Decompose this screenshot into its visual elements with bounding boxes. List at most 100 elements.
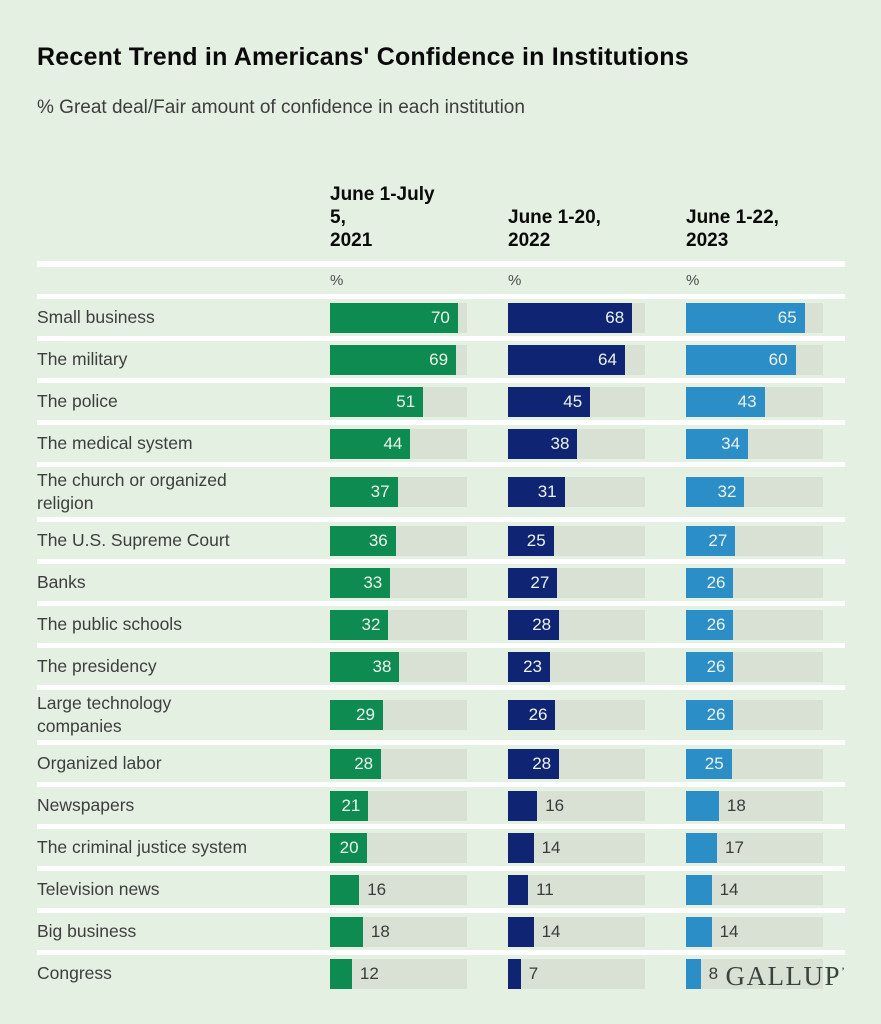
bar-track: 14: [686, 874, 823, 905]
bar-track: 26: [686, 700, 823, 730]
column-header-cell: June 1-20, 2022: [508, 206, 686, 261]
unit-cell: %: [508, 272, 686, 290]
bar-value: 28: [532, 614, 552, 634]
bar-track: 51: [330, 386, 467, 417]
bar-track: 26: [686, 567, 823, 598]
bar-value: 25: [704, 753, 724, 773]
table-row: Banks 33 27 26: [37, 559, 845, 601]
bar-track: 25: [508, 525, 645, 556]
bar: 36: [330, 525, 396, 556]
bar: 33: [330, 567, 391, 598]
bar: 21: [330, 790, 369, 821]
bar-value: 29: [356, 705, 375, 724]
table-row: Small business 70 68 65: [37, 294, 845, 336]
gallup-logo: GALLUP’: [726, 961, 846, 991]
bar-cell: 31: [508, 477, 686, 507]
row-label: Congress: [37, 963, 112, 983]
bar-value: 8: [708, 963, 719, 983]
row-label: Small business: [37, 307, 155, 327]
bar-track: 45: [508, 386, 645, 417]
bar-cell: 28: [330, 748, 508, 779]
bar-cell: 70: [330, 302, 508, 333]
bar-cell: 26: [508, 700, 686, 730]
bar-cell: 14: [508, 916, 686, 947]
bar-value: 44: [383, 433, 403, 453]
bar-value: 28: [532, 753, 552, 773]
bar-value: 14: [541, 837, 561, 857]
bar-cell: 45: [508, 386, 686, 417]
bar-track: 26: [686, 609, 823, 640]
bar-track: 43: [686, 386, 823, 417]
table-row: The military 69 64 60: [37, 336, 845, 378]
table-row: The police 51 45 43: [37, 378, 845, 420]
table-row: Newspapers 21 16 18: [37, 782, 845, 824]
bar: 65: [686, 302, 805, 333]
bar-cell: 64: [508, 344, 686, 375]
percent-label-2021: %: [330, 271, 344, 289]
unit-cell: %: [686, 272, 823, 290]
bar-track: 25: [686, 748, 823, 779]
bar: 27: [508, 567, 558, 598]
bar-cell: 37: [330, 477, 508, 507]
bar-track: 68: [508, 302, 645, 333]
bar-cell: 16: [508, 790, 686, 821]
bar-track: 36: [330, 525, 467, 556]
bar: 16: [330, 874, 386, 905]
bar-value: 26: [706, 705, 726, 724]
bar: 70: [330, 302, 458, 333]
bar-value: 64: [597, 349, 617, 369]
column-header-2022: June 1-20, 2022: [508, 207, 601, 251]
bar: 11: [508, 874, 554, 905]
bar: 18: [330, 916, 390, 947]
table-row: The presidency 38 23 26: [37, 643, 845, 685]
bar-value: 18: [370, 921, 390, 941]
column-headers: June 1-July 5, 2021 June 1-20, 2022 June…: [37, 183, 845, 261]
bar: 32: [330, 609, 389, 640]
bar-cell: 17: [686, 832, 823, 863]
bar-track: 8: [686, 958, 823, 989]
bar-value: 38: [550, 433, 570, 453]
bar-value: 70: [430, 307, 450, 327]
bar: 28: [508, 748, 560, 779]
table-row: Organized labor 28 28 25: [37, 740, 845, 782]
bar-track: 38: [508, 428, 645, 459]
bar-value: 27: [708, 530, 728, 550]
bar-value: 31: [537, 482, 557, 501]
bar: 29: [330, 700, 383, 730]
bar-cell: 36: [330, 525, 508, 556]
bar: 25: [686, 748, 732, 779]
bar-track: 18: [330, 916, 467, 947]
row-label: The medical system: [37, 433, 193, 453]
bar-track: 23: [508, 651, 645, 682]
bar-value: 20: [339, 837, 359, 857]
bar-track: 26: [508, 700, 645, 730]
bar: 28: [330, 748, 382, 779]
bar-value: 69: [429, 349, 449, 369]
row-label: The church or organized religion: [37, 470, 227, 513]
bar-cell: 27: [686, 525, 823, 556]
table-row: Television news 16 11 14: [37, 866, 845, 908]
bar: 7: [508, 958, 538, 989]
bar-cell: 27: [508, 567, 686, 598]
bar-value: 16: [367, 879, 387, 899]
bar: 26: [686, 609, 734, 640]
unit-cell: %: [330, 272, 508, 290]
bar-cell: 32: [686, 477, 823, 507]
bar-value: 37: [370, 482, 390, 501]
bar-cell: 28: [508, 609, 686, 640]
bar-track: 14: [508, 832, 645, 863]
bar-cell: 34: [686, 428, 823, 459]
bar-track: 31: [508, 477, 645, 507]
bar-value: 26: [706, 656, 726, 676]
row-label: Television news: [37, 879, 160, 899]
bar-track: 60: [686, 344, 823, 375]
bar: 26: [686, 567, 734, 598]
bar-track: 18: [686, 790, 823, 821]
row-label: Organized labor: [37, 753, 162, 773]
bar-value: 43: [737, 391, 757, 411]
row-label: The criminal justice system: [37, 837, 248, 857]
page-title: Recent Trend in Americans' Confidence in…: [37, 43, 689, 71]
bar-cell: 38: [508, 428, 686, 459]
bar-cell: 20: [330, 832, 508, 863]
bar-track: 32: [330, 609, 467, 640]
